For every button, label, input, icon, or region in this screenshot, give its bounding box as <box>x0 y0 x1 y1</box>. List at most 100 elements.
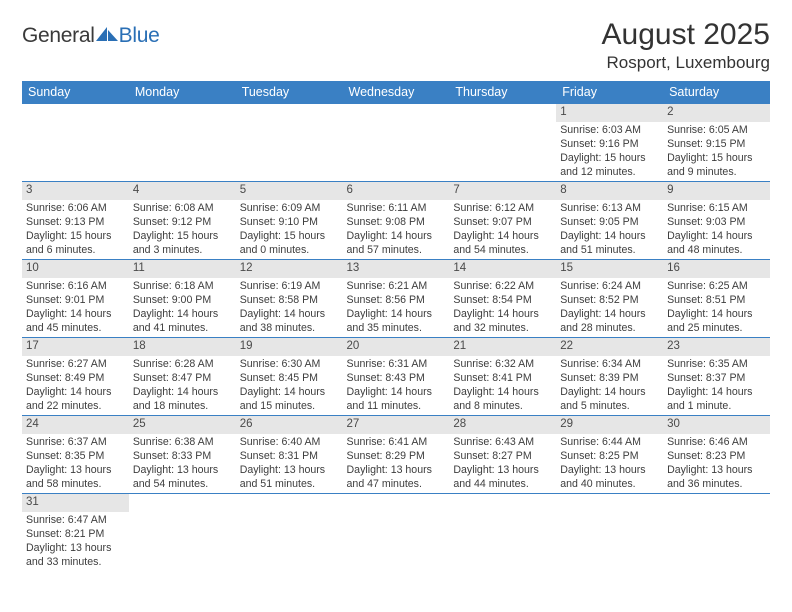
day-details: Sunrise: 6:32 AMSunset: 8:41 PMDaylight:… <box>449 356 556 415</box>
sunrise-text: Sunrise: 6:03 AM <box>560 123 659 137</box>
calendar-cell: 24Sunrise: 6:37 AMSunset: 8:35 PMDayligh… <box>22 416 129 494</box>
day-number: 4 <box>129 182 236 200</box>
day-details: Sunrise: 6:03 AMSunset: 9:16 PMDaylight:… <box>556 122 663 181</box>
day-details: Sunrise: 6:18 AMSunset: 9:00 PMDaylight:… <box>129 278 236 337</box>
sunset-text: Sunset: 9:05 PM <box>560 215 659 229</box>
calendar-row: 3Sunrise: 6:06 AMSunset: 9:13 PMDaylight… <box>22 182 770 260</box>
sunset-text: Sunset: 8:56 PM <box>347 293 446 307</box>
sunrise-text: Sunrise: 6:31 AM <box>347 357 446 371</box>
daylight-text: Daylight: 14 hours and 51 minutes. <box>560 229 659 257</box>
day-details: Sunrise: 6:06 AMSunset: 9:13 PMDaylight:… <box>22 200 129 259</box>
day-number: 3 <box>22 182 129 200</box>
sunset-text: Sunset: 8:25 PM <box>560 449 659 463</box>
day-details: Sunrise: 6:46 AMSunset: 8:23 PMDaylight:… <box>663 434 770 493</box>
daylight-text: Daylight: 15 hours and 3 minutes. <box>133 229 232 257</box>
calendar-cell: 30Sunrise: 6:46 AMSunset: 8:23 PMDayligh… <box>663 416 770 494</box>
calendar-cell: 2Sunrise: 6:05 AMSunset: 9:15 PMDaylight… <box>663 104 770 182</box>
daylight-text: Daylight: 13 hours and 47 minutes. <box>347 463 446 491</box>
calendar-row: 1Sunrise: 6:03 AMSunset: 9:16 PMDaylight… <box>22 104 770 182</box>
calendar-cell: 10Sunrise: 6:16 AMSunset: 9:01 PMDayligh… <box>22 260 129 338</box>
daylight-text: Daylight: 14 hours and 11 minutes. <box>347 385 446 413</box>
sunrise-text: Sunrise: 6:09 AM <box>240 201 339 215</box>
day-number: 26 <box>236 416 343 434</box>
sunrise-text: Sunrise: 6:24 AM <box>560 279 659 293</box>
calendar-cell: 22Sunrise: 6:34 AMSunset: 8:39 PMDayligh… <box>556 338 663 416</box>
day-details: Sunrise: 6:44 AMSunset: 8:25 PMDaylight:… <box>556 434 663 493</box>
calendar-cell: 4Sunrise: 6:08 AMSunset: 9:12 PMDaylight… <box>129 182 236 260</box>
daylight-text: Daylight: 15 hours and 12 minutes. <box>560 151 659 179</box>
sunrise-text: Sunrise: 6:06 AM <box>26 201 125 215</box>
daylight-text: Daylight: 13 hours and 58 minutes. <box>26 463 125 491</box>
sunrise-text: Sunrise: 6:34 AM <box>560 357 659 371</box>
daylight-text: Daylight: 14 hours and 18 minutes. <box>133 385 232 413</box>
sunset-text: Sunset: 8:35 PM <box>26 449 125 463</box>
daylight-text: Daylight: 14 hours and 54 minutes. <box>453 229 552 257</box>
day-number: 15 <box>556 260 663 278</box>
calendar-cell: 11Sunrise: 6:18 AMSunset: 9:00 PMDayligh… <box>129 260 236 338</box>
calendar-cell: 21Sunrise: 6:32 AMSunset: 8:41 PMDayligh… <box>449 338 556 416</box>
daylight-text: Daylight: 14 hours and 5 minutes. <box>560 385 659 413</box>
day-details: Sunrise: 6:05 AMSunset: 9:15 PMDaylight:… <box>663 122 770 181</box>
sunrise-text: Sunrise: 6:27 AM <box>26 357 125 371</box>
sunset-text: Sunset: 9:03 PM <box>667 215 766 229</box>
sunset-text: Sunset: 8:58 PM <box>240 293 339 307</box>
sunrise-text: Sunrise: 6:12 AM <box>453 201 552 215</box>
daylight-text: Daylight: 14 hours and 1 minute. <box>667 385 766 413</box>
day-number: 30 <box>663 416 770 434</box>
day-number: 1 <box>556 104 663 122</box>
day-details: Sunrise: 6:40 AMSunset: 8:31 PMDaylight:… <box>236 434 343 493</box>
day-number: 21 <box>449 338 556 356</box>
day-number: 9 <box>663 182 770 200</box>
calendar-cell: 17Sunrise: 6:27 AMSunset: 8:49 PMDayligh… <box>22 338 129 416</box>
weekday-header: Friday <box>556 81 663 104</box>
day-details: Sunrise: 6:30 AMSunset: 8:45 PMDaylight:… <box>236 356 343 415</box>
calendar-cell: 18Sunrise: 6:28 AMSunset: 8:47 PMDayligh… <box>129 338 236 416</box>
calendar-cell <box>343 494 450 572</box>
sunset-text: Sunset: 8:31 PM <box>240 449 339 463</box>
calendar-cell <box>22 104 129 182</box>
sunset-text: Sunset: 9:12 PM <box>133 215 232 229</box>
day-number: 18 <box>129 338 236 356</box>
daylight-text: Daylight: 14 hours and 45 minutes. <box>26 307 125 335</box>
sunrise-text: Sunrise: 6:22 AM <box>453 279 552 293</box>
logo-sail-icon <box>96 27 118 42</box>
day-details: Sunrise: 6:21 AMSunset: 8:56 PMDaylight:… <box>343 278 450 337</box>
day-details: Sunrise: 6:15 AMSunset: 9:03 PMDaylight:… <box>663 200 770 259</box>
sunrise-text: Sunrise: 6:25 AM <box>667 279 766 293</box>
day-number: 7 <box>449 182 556 200</box>
sunset-text: Sunset: 8:45 PM <box>240 371 339 385</box>
day-details: Sunrise: 6:16 AMSunset: 9:01 PMDaylight:… <box>22 278 129 337</box>
day-number: 28 <box>449 416 556 434</box>
header: General Blue August 2025 Rosport, Luxemb… <box>22 18 770 73</box>
calendar-cell: 7Sunrise: 6:12 AMSunset: 9:07 PMDaylight… <box>449 182 556 260</box>
daylight-text: Daylight: 13 hours and 33 minutes. <box>26 541 125 569</box>
day-details: Sunrise: 6:09 AMSunset: 9:10 PMDaylight:… <box>236 200 343 259</box>
day-number: 5 <box>236 182 343 200</box>
calendar-cell: 9Sunrise: 6:15 AMSunset: 9:03 PMDaylight… <box>663 182 770 260</box>
sunrise-text: Sunrise: 6:41 AM <box>347 435 446 449</box>
sunset-text: Sunset: 8:27 PM <box>453 449 552 463</box>
sunrise-text: Sunrise: 6:16 AM <box>26 279 125 293</box>
sunset-text: Sunset: 8:37 PM <box>667 371 766 385</box>
sunrise-text: Sunrise: 6:21 AM <box>347 279 446 293</box>
logo-text-blue: Blue <box>119 24 160 48</box>
calendar-cell: 23Sunrise: 6:35 AMSunset: 8:37 PMDayligh… <box>663 338 770 416</box>
daylight-text: Daylight: 14 hours and 25 minutes. <box>667 307 766 335</box>
day-number: 17 <box>22 338 129 356</box>
calendar-cell: 25Sunrise: 6:38 AMSunset: 8:33 PMDayligh… <box>129 416 236 494</box>
sunrise-text: Sunrise: 6:43 AM <box>453 435 552 449</box>
daylight-text: Daylight: 14 hours and 35 minutes. <box>347 307 446 335</box>
sunrise-text: Sunrise: 6:37 AM <box>26 435 125 449</box>
calendar-row: 24Sunrise: 6:37 AMSunset: 8:35 PMDayligh… <box>22 416 770 494</box>
sunset-text: Sunset: 8:29 PM <box>347 449 446 463</box>
calendar-row: 10Sunrise: 6:16 AMSunset: 9:01 PMDayligh… <box>22 260 770 338</box>
sunrise-text: Sunrise: 6:13 AM <box>560 201 659 215</box>
daylight-text: Daylight: 13 hours and 44 minutes. <box>453 463 552 491</box>
calendar-cell: 12Sunrise: 6:19 AMSunset: 8:58 PMDayligh… <box>236 260 343 338</box>
day-number: 25 <box>129 416 236 434</box>
daylight-text: Daylight: 15 hours and 9 minutes. <box>667 151 766 179</box>
calendar-cell: 1Sunrise: 6:03 AMSunset: 9:16 PMDaylight… <box>556 104 663 182</box>
sunset-text: Sunset: 8:43 PM <box>347 371 446 385</box>
sunrise-text: Sunrise: 6:38 AM <box>133 435 232 449</box>
sunrise-text: Sunrise: 6:35 AM <box>667 357 766 371</box>
